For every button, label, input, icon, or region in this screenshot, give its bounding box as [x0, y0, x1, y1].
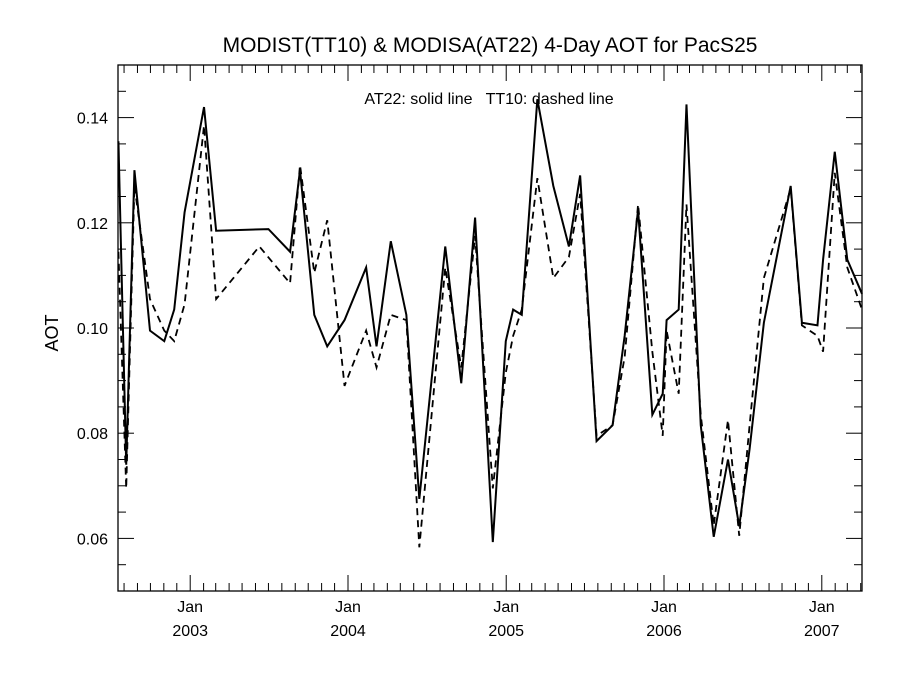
y-tick-label: 0.08 [77, 426, 108, 443]
legend-annotation: AT22: solid line TT10: dashed line [364, 91, 613, 108]
x-tick-year-label: 2006 [646, 623, 682, 640]
x-tick-year-label: 2005 [488, 623, 524, 640]
tick-labels: 0.06 0.08 0.10 0.12 0.14 Jan 2003 Jan 2004 Jan 200… [77, 111, 840, 640]
chart-title: MODIST(TT10) & MODISA(AT22) 4-Day AOT fo… [223, 34, 758, 57]
y-tick-label: 0.12 [77, 216, 108, 233]
x-tick-year-label: 2004 [330, 623, 366, 640]
x-tick-month-label: Jan [651, 599, 677, 616]
x-tick-month-label: Jan [335, 599, 361, 616]
series-line-at22 [117, 99, 863, 543]
x-tick-year-label: 2007 [804, 623, 840, 640]
x-tick-month-label: Jan [493, 599, 519, 616]
axis-ticks [118, 64, 862, 592]
x-tick-year-label: 2003 [172, 623, 208, 640]
y-tick-label: 0.10 [77, 321, 108, 338]
y-axis-label: AOT [42, 314, 62, 351]
plot-frame [117, 64, 863, 592]
x-tick-month-label: Jan [177, 599, 203, 616]
data-series [117, 99, 863, 548]
series-line-tt10 [117, 125, 863, 548]
y-tick-label: 0.14 [77, 111, 108, 128]
y-tick-label: 0.06 [77, 531, 108, 548]
x-tick-month-label: Jan [809, 599, 835, 616]
